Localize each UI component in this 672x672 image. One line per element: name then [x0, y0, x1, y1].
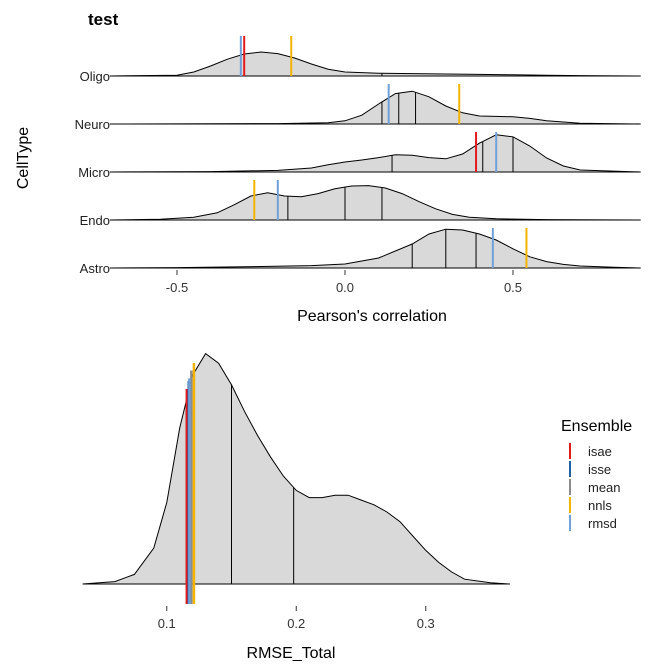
legend-title: Ensemble [561, 418, 632, 435]
ridge-category-labels: Oligo Neuro Micro Endo Astro [75, 69, 110, 276]
legend-items: isae isse mean nnls rmsd [569, 443, 621, 531]
legend-label-nnls: nnls [588, 498, 612, 513]
density-area [82, 352, 510, 585]
legend-label-isae: isae [588, 444, 612, 459]
bottom-x-ticks: 0.1 0.2 0.3 [158, 606, 435, 631]
category-label-micro: Micro [78, 165, 110, 180]
ridge-area-astro [109, 228, 641, 269]
legend-label-rmsd: rmsd [588, 516, 617, 531]
category-label-oligo: Oligo [80, 69, 110, 84]
legend-label-isse: isse [588, 462, 611, 477]
category-label-neuro: Neuro [75, 117, 110, 132]
ridge-area-endo [109, 185, 641, 221]
density-panel: 0.1 0.2 0.3 RMSE_Total [82, 352, 510, 662]
legend: Ensemble isae isse mean nnls rmsd [561, 418, 632, 531]
ridge-area-neuro [109, 90, 641, 125]
ridge-area-micro [109, 134, 641, 173]
bottom-x-tick-label-0: 0.1 [158, 616, 176, 631]
top-x-tick-label-1: 0.0 [336, 280, 354, 295]
top-x-axis-title: Pearson's correlation [297, 308, 447, 325]
bottom-x-tick-label-1: 0.2 [287, 616, 305, 631]
category-label-endo: Endo [80, 213, 110, 228]
rmse-density [82, 352, 510, 604]
ridgeline-panel: test Oligo Neuro Micro Endo Astro -0.5 0.0 0.5… [15, 10, 641, 325]
top-y-axis-title: CellType [15, 127, 32, 189]
top-x-ticks: -0.5 0.0 0.5 [166, 270, 522, 295]
ridge-oligo [109, 36, 641, 77]
ridge-neuro [109, 84, 641, 125]
ridge-endo [109, 180, 641, 221]
top-x-tick-label-2: 0.5 [504, 280, 522, 295]
chart-title: test [88, 10, 119, 29]
ridge-micro [109, 132, 641, 173]
category-label-astro: Astro [80, 261, 110, 276]
top-x-tick-label-0: -0.5 [166, 280, 188, 295]
ridge-astro [109, 228, 641, 269]
legend-label-mean: mean [588, 480, 621, 495]
ridge-area-oligo [109, 51, 641, 77]
bottom-x-tick-label-2: 0.3 [417, 616, 435, 631]
bottom-x-axis-title: RMSE_Total [247, 645, 336, 662]
ridges [109, 36, 641, 269]
